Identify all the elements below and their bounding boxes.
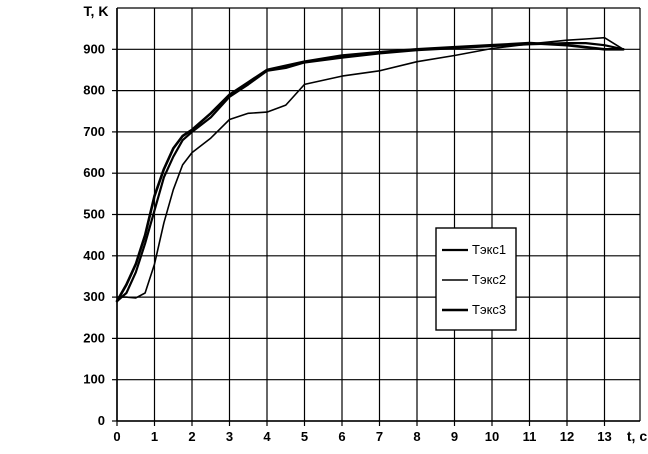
legend-box	[435, 227, 517, 331]
legend-label: Тэкс1	[472, 242, 506, 257]
x-tick-label: 1	[151, 429, 158, 444]
x-axis-label: t, c	[627, 428, 647, 444]
x-tick-label: 11	[523, 429, 537, 444]
y-tick-label: 200	[83, 330, 105, 345]
x-tick-label: 10	[485, 429, 499, 444]
x-tick-label: 9	[451, 429, 458, 444]
x-tick-label: 4	[263, 429, 271, 444]
legend: Тэкс1 Тэкс2 Тэкс3	[435, 227, 517, 331]
y-tick-label: 300	[83, 289, 105, 304]
y-tick-label: 100	[83, 372, 105, 387]
x-tick-label: 3	[226, 429, 233, 444]
x-tick-label: 8	[413, 429, 420, 444]
y-tick-label: 700	[83, 124, 105, 139]
x-tick-label: 0	[113, 429, 120, 444]
y-tick-label: 500	[83, 207, 105, 222]
x-tick-label: 2	[188, 429, 195, 444]
legend-label: Тэкс3	[472, 302, 506, 317]
series-line-2	[116, 36, 625, 299]
x-tick-label: 5	[301, 429, 308, 444]
x-tick-label: 6	[338, 429, 345, 444]
grid	[116, 7, 641, 422]
x-tick-label: 12	[560, 429, 574, 444]
y-tick-label: 900	[83, 41, 105, 56]
series-line-1	[115, 41, 625, 303]
y-tick-label: 0	[98, 413, 105, 428]
y-tick-label: 800	[83, 83, 105, 98]
x-tick-label: 13	[597, 429, 611, 444]
legend-label: Тэкс2	[472, 272, 506, 287]
y-axis-label: T, K	[84, 3, 109, 19]
series-group	[115, 36, 625, 303]
y-tick-label: 600	[83, 165, 105, 180]
x-tick-label: 7	[376, 429, 383, 444]
series-line-3	[115, 41, 625, 303]
y-tick-label: 400	[83, 248, 105, 263]
